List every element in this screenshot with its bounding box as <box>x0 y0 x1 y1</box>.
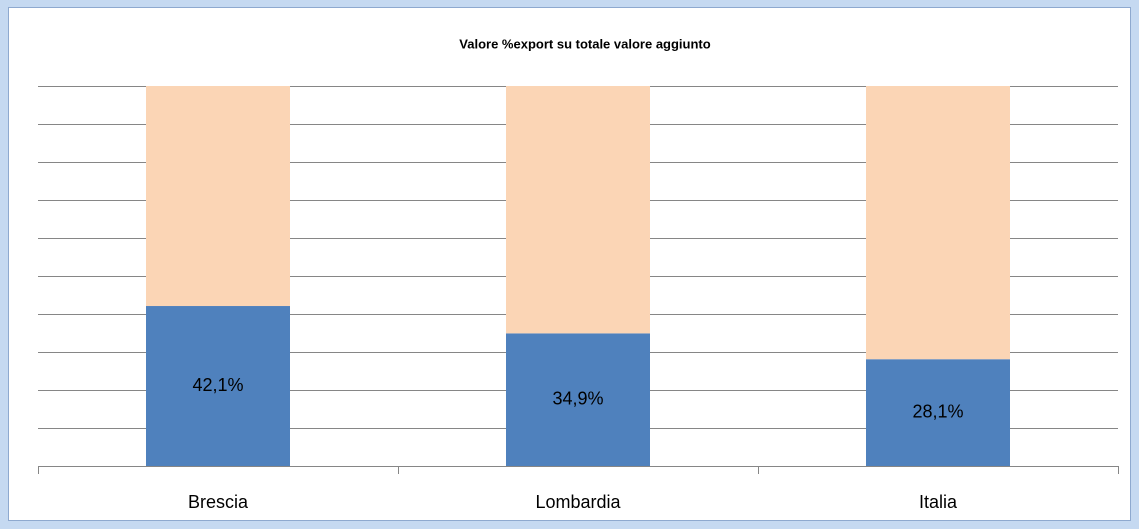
bar-segment <box>866 86 1010 360</box>
bar-segment <box>506 86 650 334</box>
bar-segment <box>146 306 290 466</box>
bar-segment <box>146 86 290 307</box>
chart-title: Valore %export su totale valore aggiunto <box>459 36 710 51</box>
data-label: 42,1% <box>192 375 243 395</box>
x-tick-label: Brescia <box>188 492 249 512</box>
data-label: 34,9% <box>552 388 603 408</box>
x-tick-label: Italia <box>919 492 958 512</box>
data-label: 28,1% <box>912 401 963 421</box>
bar-segment <box>506 333 650 466</box>
bar-segment <box>866 359 1010 466</box>
x-tick-label: Lombardia <box>535 492 621 512</box>
